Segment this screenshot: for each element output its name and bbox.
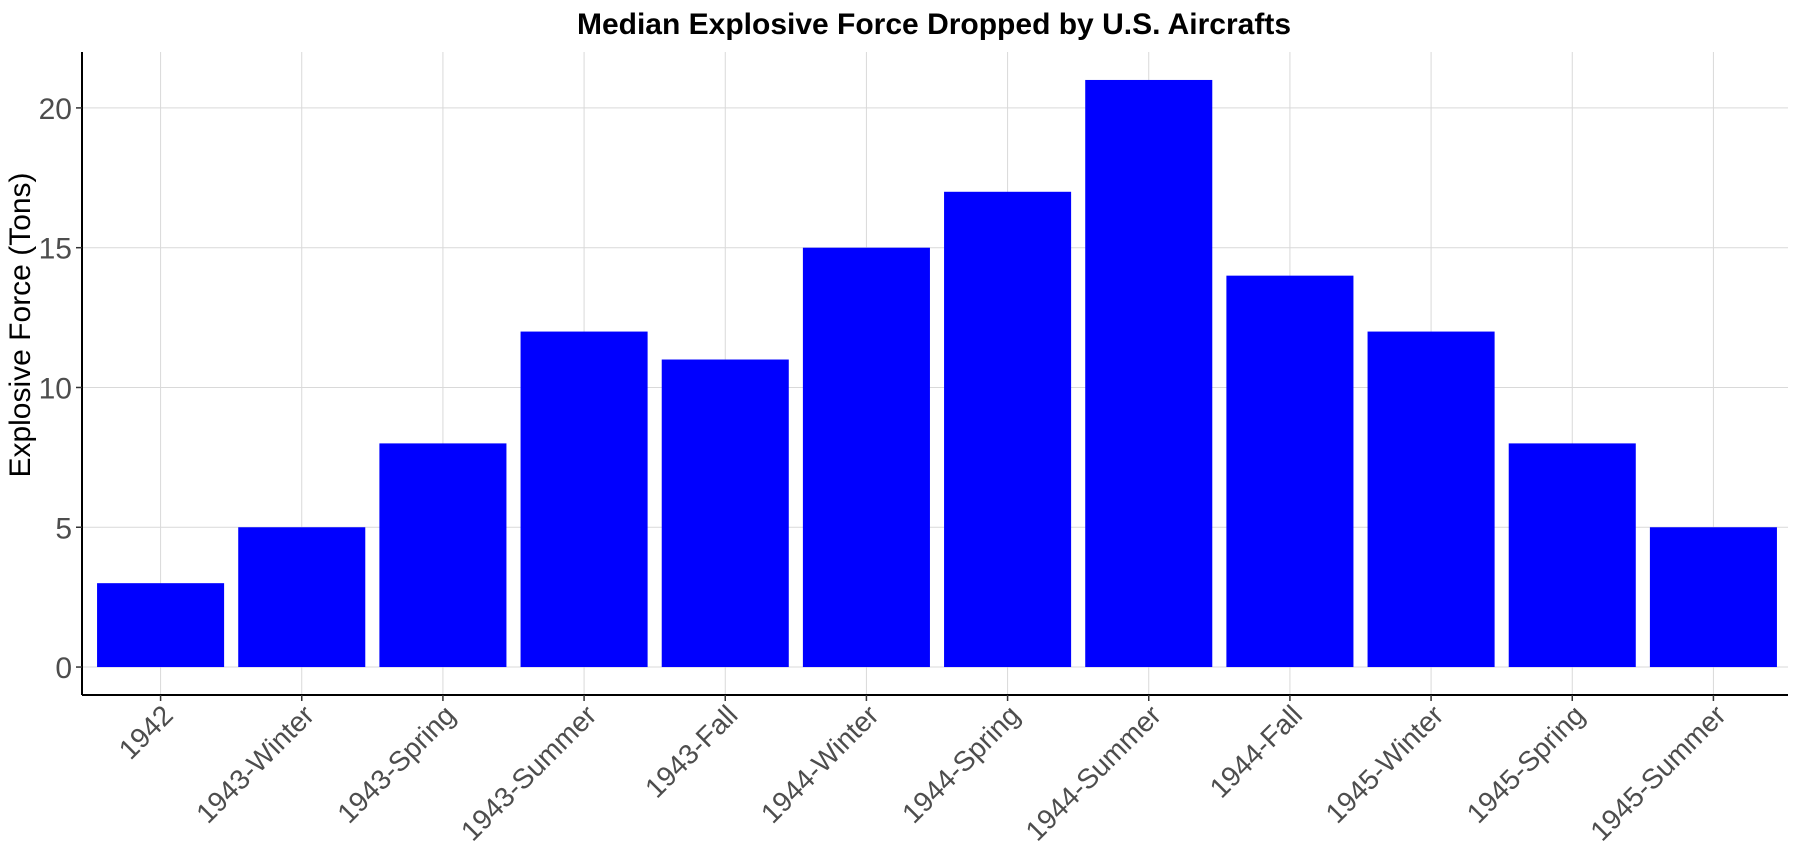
y-tick-label: 20	[39, 93, 72, 126]
bar	[944, 191, 1072, 668]
bar	[661, 359, 789, 668]
bar	[802, 247, 930, 668]
y-axis-label: Explosive Force (Tons)	[4, 172, 37, 477]
x-tick-label: 1943-Fall	[639, 699, 743, 803]
x-tick-label: 1945-Summer	[1584, 699, 1731, 846]
x-tick-label: 1943-Summer	[455, 699, 602, 846]
x-tick-label: 1944-Fall	[1204, 699, 1308, 803]
bar	[238, 527, 366, 668]
bars	[97, 79, 1777, 668]
bar	[97, 583, 225, 668]
y-tick-label: 5	[55, 512, 72, 545]
bar	[1085, 79, 1213, 668]
x-tick-label: 1944-Summer	[1020, 699, 1167, 846]
bar	[1649, 527, 1777, 668]
x-tick-label: 1945-Winter	[1320, 699, 1450, 829]
bar	[1367, 331, 1495, 668]
x-tick-label: 1943-Spring	[331, 699, 461, 829]
y-tick-label: 15	[39, 233, 72, 266]
x-tick-label: 1944-Winter	[755, 699, 885, 829]
bar	[379, 443, 507, 668]
axes	[81, 52, 1788, 696]
x-tick-label: 1945-Spring	[1461, 699, 1591, 829]
x-tick-label: 1942	[113, 699, 179, 765]
y-tick-label: 10	[39, 372, 72, 405]
chart-title: Median Explosive Force Dropped by U.S. A…	[577, 8, 1291, 41]
x-tick-label: 1944-Spring	[896, 699, 1026, 829]
y-tick-label: 0	[55, 652, 72, 685]
y-ticks: 0 5 10 15 20	[39, 93, 82, 685]
bar	[520, 331, 648, 668]
x-tick-label: 1943-Winter	[190, 699, 320, 829]
bar	[1226, 275, 1354, 668]
bar	[1508, 443, 1636, 668]
